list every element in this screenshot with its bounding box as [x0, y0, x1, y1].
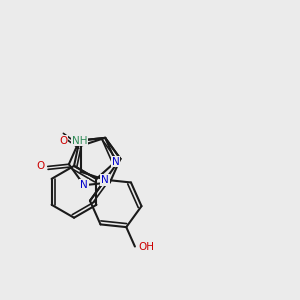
Text: N: N [112, 157, 120, 166]
Text: NH: NH [72, 136, 87, 146]
Text: O: O [59, 136, 68, 146]
Text: OH: OH [138, 242, 154, 251]
Text: O: O [36, 161, 44, 171]
Text: N: N [101, 175, 109, 185]
Text: N: N [80, 180, 88, 190]
